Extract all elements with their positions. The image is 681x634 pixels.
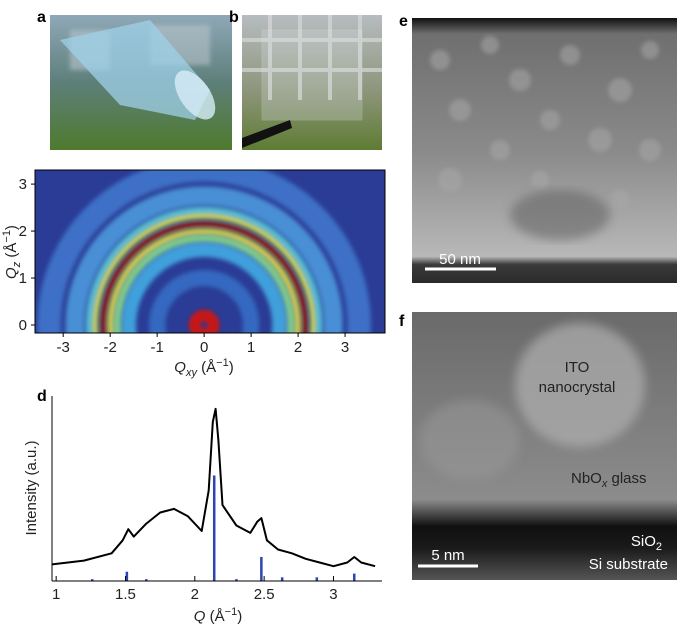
x-tick-label: 2 <box>294 339 302 356</box>
panel-label: b <box>229 9 239 26</box>
micrograph-f: ITO nanocrystal NbOx glass SiO2 Si subst… <box>412 312 677 580</box>
x-tick-label: -3 <box>57 339 70 356</box>
y-tick-label: 2 <box>19 223 27 240</box>
y-tick-label: 1 <box>19 270 27 287</box>
x-tick-label: 1 <box>247 339 255 356</box>
crystal-label: ITO <box>565 359 590 376</box>
panel-label: a <box>37 9 46 26</box>
x-tick-label: 3 <box>329 586 337 603</box>
x-axis-label: Qxy (Å−1) <box>174 357 233 379</box>
x-tick-label: 3 <box>341 339 349 356</box>
y-axis-label: Intensity (a.u.) <box>23 440 40 535</box>
scale-bar-label: 5 nm <box>431 547 464 564</box>
crystal-label: nanocrystal <box>539 379 616 396</box>
x-tick-label: 2.5 <box>254 586 275 603</box>
x-tick-label: 1 <box>52 586 60 603</box>
scattering-image <box>35 170 385 480</box>
x-tick-label: 2 <box>191 586 199 603</box>
panel-label: f <box>399 313 405 330</box>
micrograph-e: 50 nm <box>412 18 677 283</box>
x-tick-label: 1.5 <box>115 586 136 603</box>
figure: 50 nm ITO nanocrystal NbOx glass SiO2 Si… <box>0 0 681 629</box>
y-tick-label: 0 <box>19 317 27 334</box>
x-tick-label: 0 <box>200 339 208 356</box>
x-tick-label: -2 <box>103 339 116 356</box>
y-tick-label: 3 <box>19 176 27 193</box>
x-axis-label: Q (Å−1) <box>194 606 242 625</box>
scale-bar-label: 50 nm <box>439 251 481 268</box>
panel-label: d <box>37 388 47 405</box>
panel-label: e <box>399 13 408 30</box>
substrate-label: Si substrate <box>589 556 668 573</box>
photo-b <box>242 15 382 150</box>
x-tick-label: -1 <box>150 339 163 356</box>
photo-a <box>50 15 232 150</box>
